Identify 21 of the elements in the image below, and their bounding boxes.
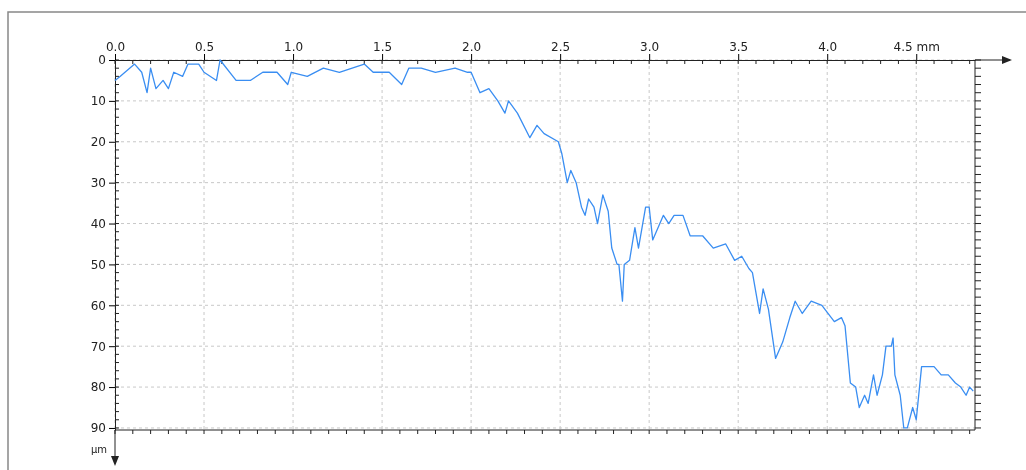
y-tick-label: 40	[90, 216, 106, 231]
x-tick-label: 1.0	[284, 40, 304, 54]
y-tick-label: 90	[90, 421, 106, 436]
x-tick-label: 0.5	[194, 40, 215, 54]
y-tick-label: 10	[90, 94, 106, 109]
x-tick-label: 3.5	[729, 40, 749, 54]
y-tick-label: 70	[90, 339, 106, 354]
y-tick-label: 20	[90, 135, 106, 150]
y-axis-title: µm	[90, 444, 107, 455]
x-tick-label: 1.5	[373, 40, 393, 54]
x-tick-label: 0.0	[105, 40, 126, 54]
y-tick-label: 30	[90, 175, 106, 190]
x-tick-label: 4.5 mm	[893, 40, 940, 54]
x-tick-label: 4.0	[818, 40, 838, 54]
x-tick-label: 3.0	[640, 40, 660, 54]
y-tick-label: 0	[98, 53, 106, 68]
y-tick-label: 80	[90, 380, 106, 395]
y-tick-label: 60	[90, 298, 106, 313]
x-tick-label: 2.0	[462, 40, 482, 54]
y-tick-label: 50	[90, 257, 106, 272]
x-tick-label: 2.5	[551, 40, 571, 54]
